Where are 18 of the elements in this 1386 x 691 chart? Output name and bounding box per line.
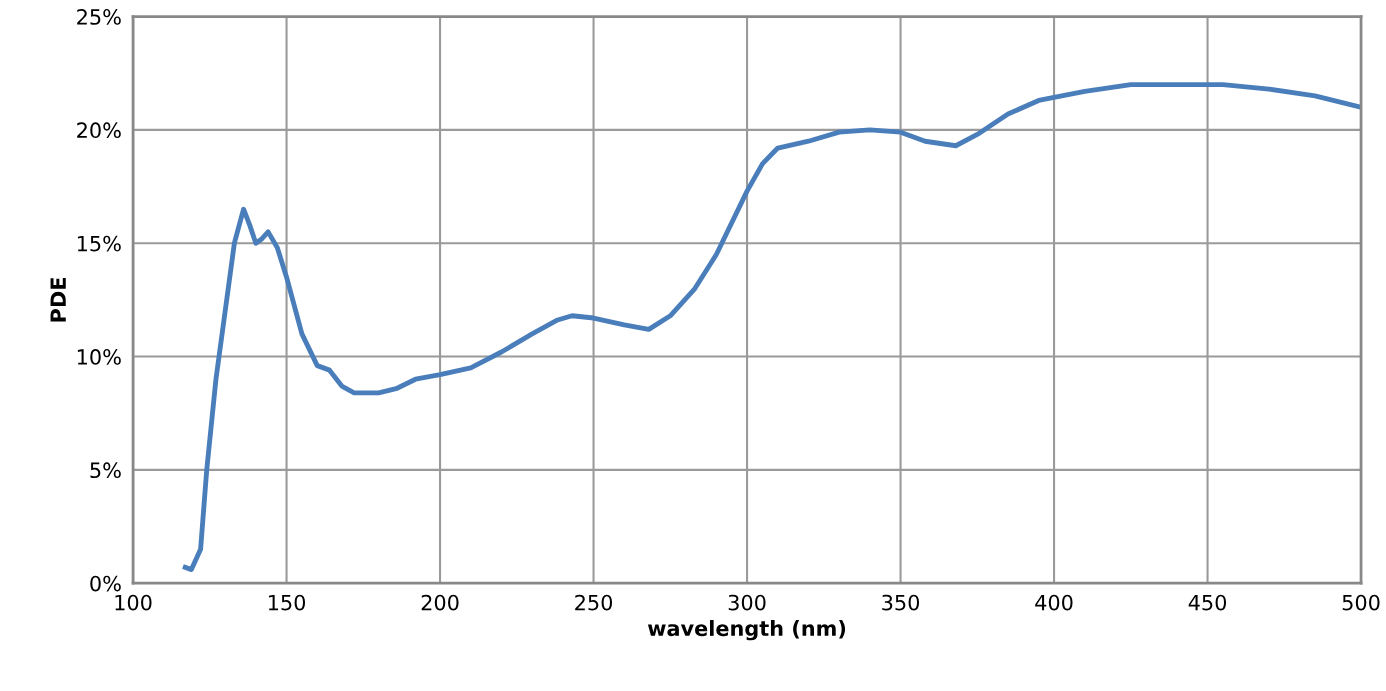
x-tick-label: 500 bbox=[1342, 594, 1380, 611]
y-tick-label: 10% bbox=[77, 349, 121, 365]
x-tick-label: 250 bbox=[575, 594, 613, 611]
x-tick-label: 200 bbox=[421, 594, 459, 611]
line-series bbox=[182, 82, 1362, 573]
x-tick-label: 350 bbox=[882, 594, 920, 611]
y-tick-label: 15% bbox=[77, 235, 121, 252]
y-tick-label: 5% bbox=[90, 462, 121, 479]
y-tick-label: 20% bbox=[77, 122, 121, 139]
x-tick-label: 150 bbox=[268, 594, 306, 611]
y-tick-label: 0% bbox=[90, 575, 121, 592]
x-tick-label: 300 bbox=[728, 594, 766, 611]
x-tick-label: 400 bbox=[1035, 594, 1073, 611]
x-axis-title: wavelength (nm) bbox=[647, 620, 846, 641]
x-tick-label: 100 bbox=[115, 594, 152, 611]
y-axis-title: PDE bbox=[50, 278, 66, 322]
y-tick-label: 25% bbox=[77, 9, 121, 25]
x-tick-label: 450 bbox=[1188, 594, 1227, 611]
